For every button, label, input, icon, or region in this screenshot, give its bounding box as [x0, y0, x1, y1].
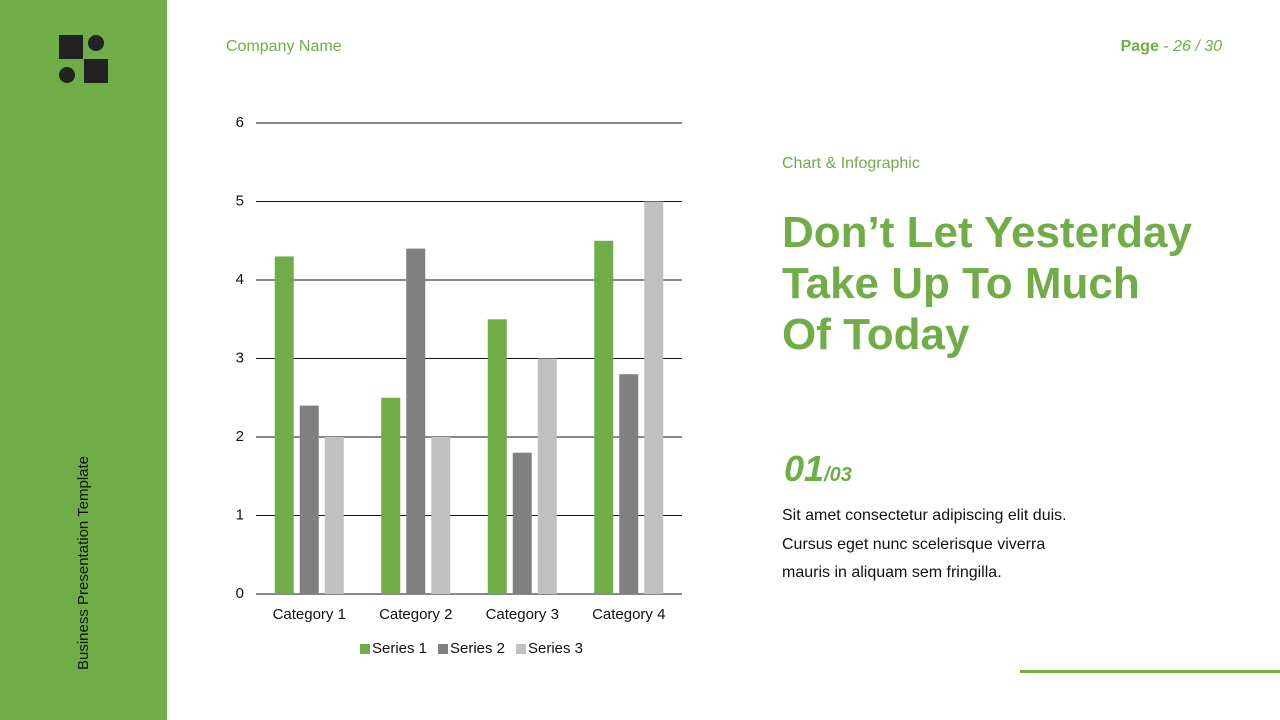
legend-swatch — [516, 644, 526, 654]
step-number: 01 — [784, 448, 825, 489]
accent-line — [1020, 670, 1280, 673]
y-tick-label: 1 — [236, 506, 244, 523]
y-tick-label: 2 — [236, 428, 244, 445]
bar — [299, 405, 319, 594]
page-label: Page — [1120, 38, 1159, 55]
body-line: Sit amet consectetur adipiscing elit dui… — [782, 507, 1067, 524]
legend-label: Series 2 — [450, 640, 505, 657]
bar — [512, 452, 532, 594]
y-tick-label: 5 — [236, 192, 244, 209]
bar — [537, 358, 557, 594]
bar — [431, 437, 451, 594]
step: 01/03 — [784, 448, 852, 490]
legend-swatch — [360, 644, 370, 654]
chart: 0 1 2 3 4 5 6 Category 1 Category 2 Category 3 Cat… — [236, 114, 682, 657]
kicker: Chart & Infographic — [782, 155, 920, 172]
bar — [487, 319, 507, 594]
bar — [619, 374, 639, 594]
heading: Don’t Let Yesterday Take Up To Much Of Tod… — [782, 207, 1192, 360]
page-indicator: Page - 26 / 30 — [1121, 38, 1222, 56]
bar — [594, 240, 614, 594]
sidebar — [0, 0, 167, 720]
heading-line: Of Today — [782, 310, 970, 359]
y-tick-label: 0 — [236, 585, 244, 602]
company-name: Company Name — [226, 38, 342, 55]
body-line: mauris in aliquam sem fringilla. — [782, 564, 1002, 581]
body-line: Cursus eget nunc scelerisque viverra — [782, 535, 1046, 553]
bar — [406, 248, 426, 594]
bar — [274, 256, 294, 594]
page-number: - 26 / 30 — [1163, 38, 1222, 55]
legend-label: Series 1 — [372, 640, 427, 657]
x-tick-label: Category 4 — [592, 606, 665, 623]
heading-line: Don’t Let Yesterday — [782, 208, 1192, 257]
x-tick-label: Category 1 — [273, 606, 346, 623]
x-tick-label: Category 3 — [486, 606, 559, 623]
y-tick-label: 3 — [236, 349, 244, 366]
bar — [381, 397, 401, 594]
heading-line: Take Up To Much — [782, 259, 1140, 308]
bar — [324, 437, 344, 594]
legend-swatch — [438, 644, 448, 654]
y-tick-label: 4 — [236, 271, 244, 288]
bar — [644, 201, 664, 594]
body-text: Sit amet consectetur adipiscing elit dui… — [782, 502, 1067, 588]
x-tick-label: Category 2 — [379, 606, 452, 623]
y-tick-label: 6 — [236, 114, 244, 131]
step-total: /03 — [824, 464, 852, 486]
logo — [59, 35, 108, 83]
legend-label: Series 3 — [528, 640, 583, 657]
